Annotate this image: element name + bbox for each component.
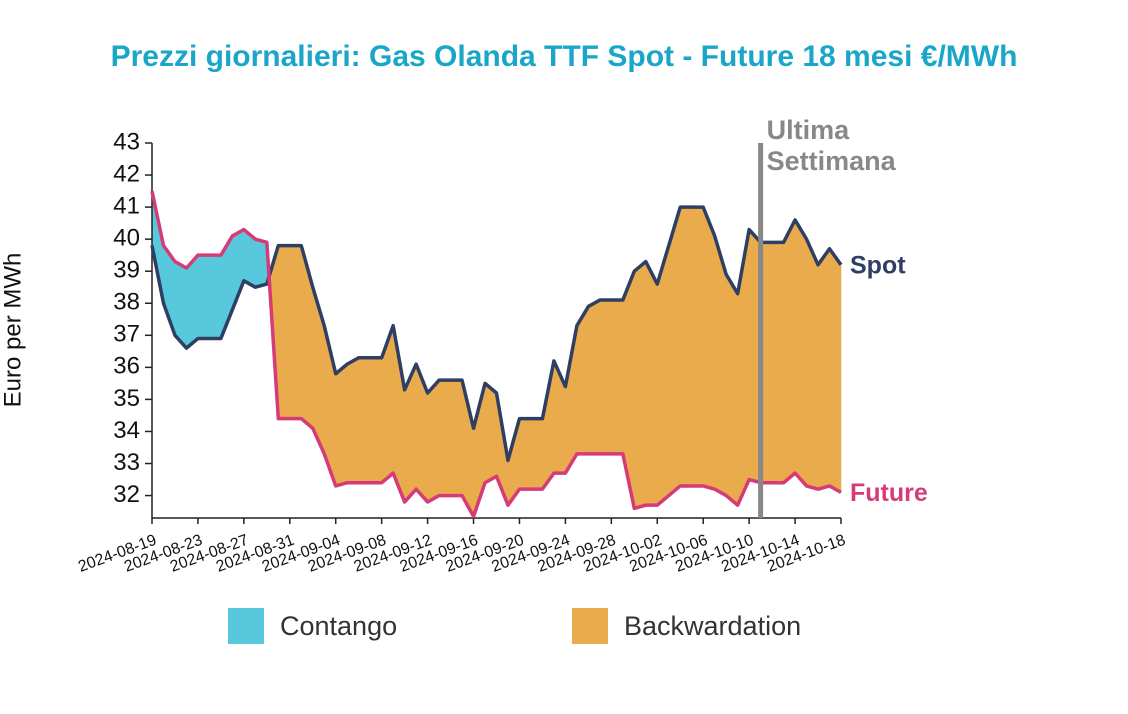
spread-area: [817, 247, 830, 490]
line-0: [150, 205, 843, 463]
y-tick-label: 32: [113, 481, 140, 508]
spread-area: [186, 254, 199, 349]
spread-area: [358, 357, 371, 484]
spread-area: [427, 379, 440, 503]
series-label: Spot: [850, 251, 906, 279]
spread-area: [725, 273, 738, 506]
spread-area: [255, 238, 268, 288]
y-tick-label: 41: [113, 192, 140, 219]
legend-label: Contango: [280, 611, 397, 641]
y-tick-label: 39: [113, 257, 140, 284]
spread-area: [679, 206, 693, 487]
spread-area: [346, 357, 360, 484]
spread-area: [691, 206, 704, 487]
y-tick-label: 43: [113, 128, 140, 155]
spread-area: [783, 219, 796, 484]
spread-area: [656, 245, 670, 506]
spread-area: [519, 418, 532, 490]
spread-area: [714, 235, 727, 497]
y-tick-label: 33: [113, 449, 140, 476]
y-tick-label: 37: [113, 321, 140, 348]
spread-area: [542, 360, 555, 491]
spread-area: [209, 254, 222, 339]
y-tick-label: 35: [113, 385, 140, 412]
spread-area: [806, 239, 819, 490]
spread-area: [450, 379, 463, 496]
spread-area: [794, 218, 807, 487]
legend-label: Backwardation: [624, 611, 801, 641]
spread-area: [633, 260, 647, 509]
spread-area: [369, 357, 382, 484]
spread-area: [599, 299, 612, 455]
spread-area: [289, 245, 302, 419]
y-axis-label: Euro per MWh: [0, 253, 26, 408]
spread-area: [530, 418, 543, 490]
spread-area: [668, 207, 681, 497]
spread-area: [438, 379, 451, 496]
y-tick-label: 38: [113, 289, 140, 316]
spread-area: [484, 382, 497, 484]
y-tick-label: 36: [113, 353, 140, 380]
line-1: [150, 190, 842, 519]
legend-swatch: [572, 608, 608, 644]
spread-area: [197, 254, 210, 339]
legend-swatch: [228, 608, 264, 644]
spread-area: [611, 299, 624, 455]
spread-area: [645, 261, 658, 506]
chart-title: Prezzi giornalieri: Gas Olanda TTF Spot …: [111, 40, 1018, 73]
y-tick-label: 40: [113, 224, 140, 251]
spread-area: [576, 305, 589, 455]
spread-area: [829, 247, 842, 493]
spread-area: [588, 299, 601, 455]
y-tick-label: 34: [113, 417, 140, 444]
series-label: Future: [850, 479, 928, 507]
spread-area: [702, 206, 715, 490]
annotation-text: Ultima: [767, 115, 851, 145]
spread-area: [335, 363, 348, 487]
spread-area: [278, 245, 291, 419]
y-tick-label: 42: [113, 160, 140, 187]
annotation-text: Settimana: [767, 146, 897, 176]
spread-area: [771, 242, 784, 484]
